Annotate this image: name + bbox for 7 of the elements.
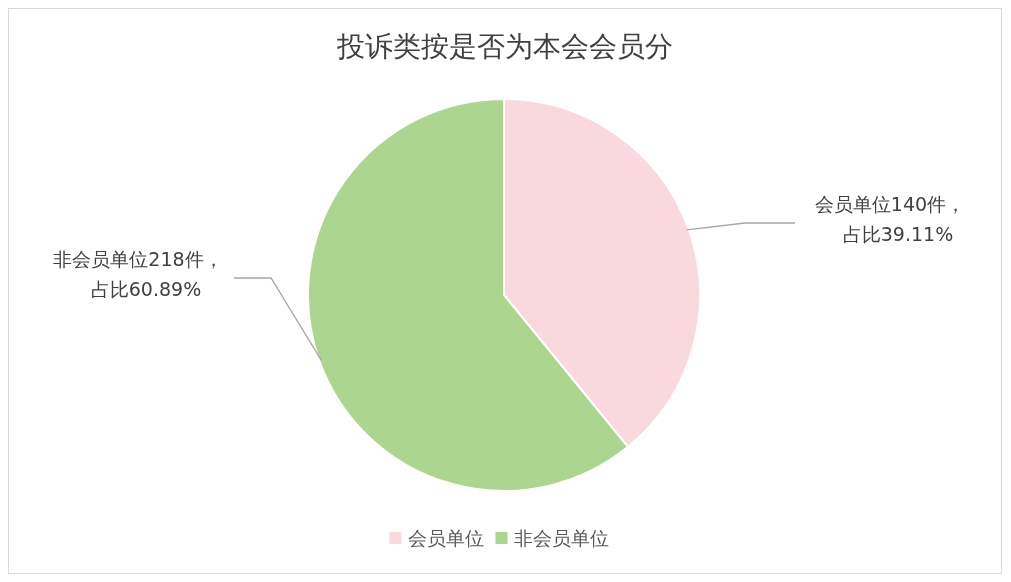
data-label: 非会员单位218件，占比60.89%	[53, 248, 223, 300]
legend-label: 会员单位	[407, 527, 484, 549]
pie-slice	[307, 98, 629, 492]
legend-label: 非会员单位	[513, 527, 609, 549]
pie-slice	[503, 98, 701, 448]
data-label: 会员单位140件，占比39.11%	[814, 193, 966, 245]
chart-title: 投诉类按是否为本会会员分	[336, 30, 673, 63]
